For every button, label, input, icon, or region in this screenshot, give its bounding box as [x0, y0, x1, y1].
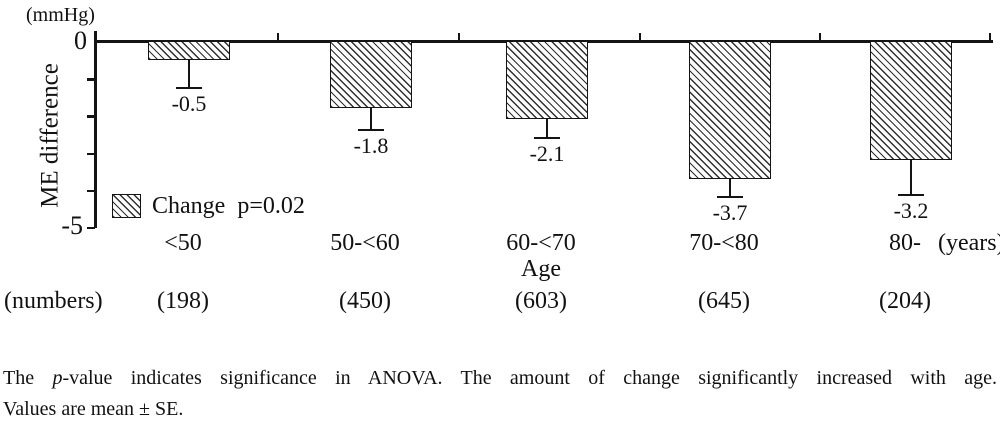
value-label: -3.7 — [712, 200, 748, 226]
count-label: (450) — [339, 288, 391, 314]
x-axis-unit-label: (years) — [938, 230, 1000, 256]
bar — [330, 41, 412, 108]
count-label: (603) — [515, 288, 567, 314]
y-axis-tick — [87, 152, 95, 155]
category-label: 60-<70 — [506, 230, 576, 256]
x-axis-title: Age — [521, 256, 561, 282]
error-bar-cap — [176, 86, 202, 89]
error-bar-line — [546, 119, 548, 138]
caption-line1-rest: -value indicates significance in ANOVA. … — [62, 367, 997, 389]
bar — [689, 41, 771, 179]
error-bar-cap — [534, 136, 560, 139]
count-label: (645) — [698, 288, 750, 314]
error-bar-line — [729, 178, 731, 198]
y-axis-unit-label: (mmHg) — [26, 4, 95, 26]
caption-line1: The p-value indicates significance in AN… — [0, 366, 1000, 391]
legend-swatch — [112, 194, 141, 218]
category-label: 80- — [889, 230, 921, 256]
y-axis-tick — [87, 115, 95, 118]
y-axis-tick — [87, 78, 95, 81]
counts-row-label: (numbers) — [4, 288, 103, 314]
caption-line1-prefix: The — [3, 367, 53, 389]
value-label: -3.2 — [893, 198, 929, 224]
y-axis-line — [94, 31, 97, 228]
error-bar-cap — [717, 196, 743, 199]
error-bar-line — [370, 107, 372, 131]
y-tick-label-0: 0 — [74, 26, 87, 55]
x-axis-tick — [819, 33, 822, 42]
legend-label: Change p=0.02 — [152, 193, 305, 219]
error-bar-cap — [358, 129, 384, 132]
x-axis-tick — [989, 33, 992, 42]
category-label: 70-<80 — [689, 230, 759, 256]
x-axis-tick — [277, 33, 280, 42]
x-axis-tick — [639, 33, 642, 42]
category-label: 50-<60 — [330, 230, 400, 256]
x-axis-tick — [458, 33, 461, 42]
value-label: -1.8 — [353, 133, 389, 159]
value-label: -2.1 — [529, 140, 565, 166]
y-axis-tick — [87, 189, 95, 193]
error-bar-line — [910, 160, 912, 196]
value-label: -0.5 — [171, 90, 207, 116]
bar — [506, 41, 588, 120]
y-tick-label-minus5: -5 — [61, 211, 83, 240]
count-label: (204) — [879, 288, 931, 314]
bar — [148, 41, 230, 60]
caption-p-italic: p — [52, 367, 63, 389]
category-label: <50 — [164, 230, 202, 256]
error-bar-cap — [898, 194, 924, 197]
y-axis-tick — [87, 227, 95, 230]
error-bar-line — [188, 59, 190, 88]
count-label: (198) — [157, 288, 209, 314]
bar — [870, 41, 952, 161]
caption-line2: Values are mean ± SE. — [3, 398, 184, 420]
